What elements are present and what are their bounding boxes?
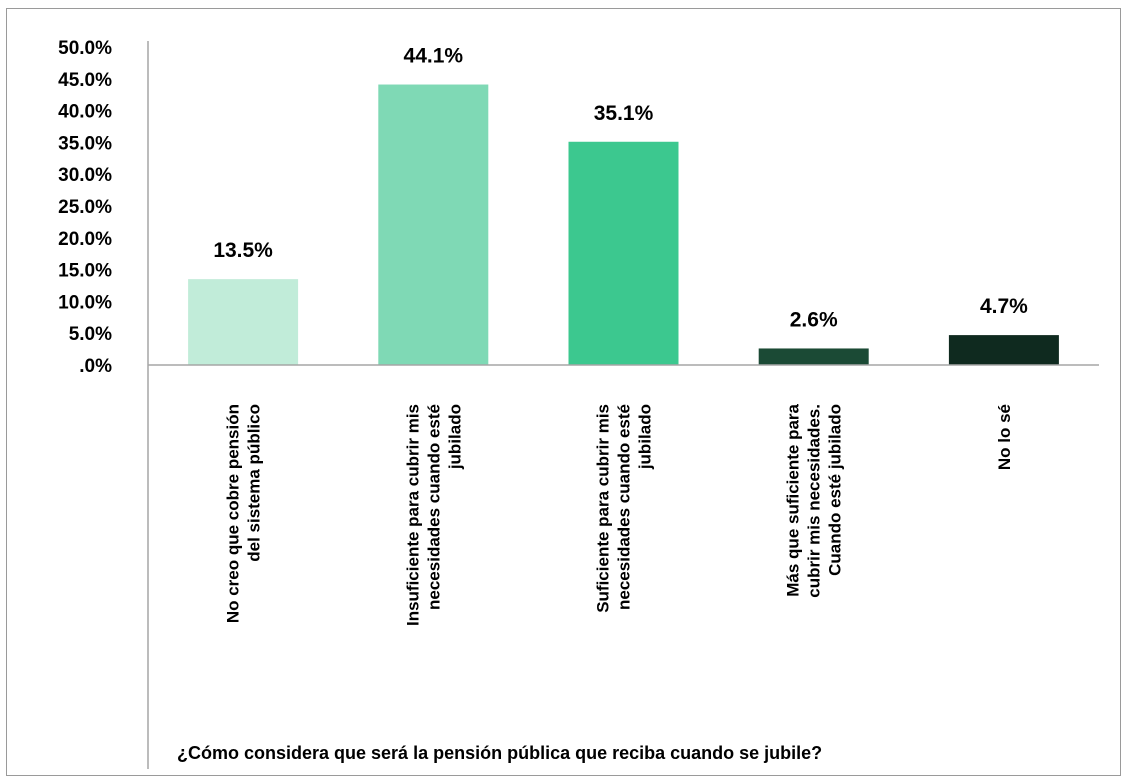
y-tick-label: 50.0% bbox=[58, 38, 112, 59]
category-label-line: Más que suficiente para bbox=[784, 403, 803, 596]
data-label: 35.1% bbox=[594, 102, 654, 125]
category-label-line: jubilado bbox=[445, 404, 464, 470]
data-label: 13.5% bbox=[213, 239, 273, 262]
category-label-line: cubrir mis necesidades. bbox=[805, 404, 824, 598]
y-tick-label: 30.0% bbox=[58, 165, 112, 186]
data-labels: 13.5% 44.1% 35.1% 2.6% 4.7% bbox=[213, 45, 1028, 332]
category-label-line: necesidades cuando esté bbox=[424, 404, 443, 610]
category-label-line: No lo sé bbox=[995, 404, 1014, 470]
x-axis-title: ¿Cómo considera que será la pensión públ… bbox=[177, 743, 822, 763]
bar bbox=[188, 279, 299, 365]
category-label-line: Insuficiente para cubrir mis bbox=[403, 404, 422, 626]
data-label: 2.6% bbox=[790, 308, 838, 331]
category-label-line: del sistema público bbox=[245, 404, 264, 562]
chart-frame: .0% 5.0% 10.0% 15.0% 20.0% 25.0% 30.0% 35.0% 40.… bbox=[6, 8, 1121, 776]
category-label: Más que suficiente para cubrir mis necesi… bbox=[784, 403, 845, 597]
category-label-line: necesidades cuando esté bbox=[615, 404, 634, 610]
category-label-line: No creo que cobre pensión bbox=[224, 404, 243, 623]
category-label: Insuficiente para cubrir mis necesidades … bbox=[403, 404, 464, 626]
y-tick-label: .0% bbox=[79, 356, 112, 377]
y-axis-ticks: .0% 5.0% 10.0% 15.0% 20.0% 25.0% 30.0% 35.0% 40.… bbox=[58, 38, 112, 377]
data-label: 4.7% bbox=[980, 295, 1028, 318]
category-label: No lo sé bbox=[995, 404, 1014, 470]
category-label-line: Cuando esté jubilado bbox=[826, 404, 845, 576]
category-label-line: Suficiente para cubrir mis bbox=[594, 404, 613, 613]
y-tick-label: 40.0% bbox=[58, 102, 112, 123]
y-tick-label: 5.0% bbox=[69, 324, 112, 345]
category-labels: No creo que cobre pensión del sistema púb… bbox=[224, 403, 1014, 626]
bar bbox=[568, 141, 679, 365]
category-label: Suficiente para cubrir mis necesidades cu… bbox=[594, 404, 655, 613]
y-tick-label: 20.0% bbox=[58, 229, 112, 250]
y-tick-label: 10.0% bbox=[58, 292, 112, 313]
category-label: No creo que cobre pensión del sistema púb… bbox=[224, 404, 264, 623]
y-tick-label: 35.0% bbox=[58, 133, 112, 154]
y-tick-label: 25.0% bbox=[58, 197, 112, 218]
bar-chart: .0% 5.0% 10.0% 15.0% 20.0% 25.0% 30.0% 35.0% 40.… bbox=[58, 38, 1099, 769]
category-label-line: jubilado bbox=[636, 404, 655, 470]
bar bbox=[378, 84, 489, 366]
y-tick-label: 15.0% bbox=[58, 261, 112, 282]
y-tick-label: 45.0% bbox=[58, 70, 112, 91]
bar bbox=[758, 348, 869, 365]
bars bbox=[188, 84, 1059, 366]
data-label: 44.1% bbox=[404, 45, 464, 68]
bar bbox=[948, 335, 1059, 365]
